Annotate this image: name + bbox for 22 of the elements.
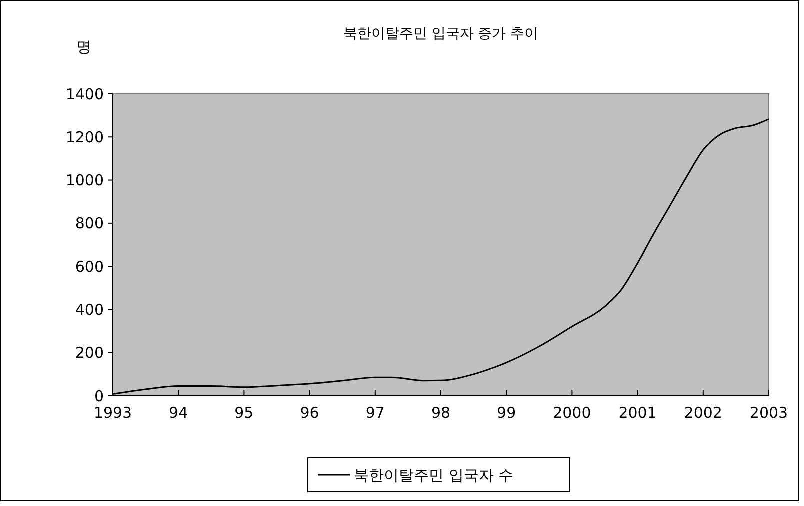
x-tick-label: 97 [366, 404, 385, 422]
x-tick-label: 99 [497, 404, 516, 422]
y-axis-title: 명 [76, 38, 92, 56]
legend-label: 북한이탈주민 입국자 수 [354, 466, 514, 484]
x-tick-label: 95 [234, 404, 254, 422]
y-tick-label: 0 [94, 387, 104, 406]
x-tick-label: 98 [431, 404, 451, 422]
x-tick-label: 2000 [553, 404, 592, 422]
y-tick-label: 1000 [66, 172, 104, 190]
y-tick-label: 800 [75, 214, 104, 233]
y-tick-label: 200 [75, 344, 104, 362]
y-tick-label: 1400 [66, 85, 104, 104]
y-tick-label: 400 [75, 300, 104, 319]
x-tick-label: 1993 [94, 404, 132, 422]
x-tick-label: 94 [169, 404, 188, 422]
x-tick-label: 96 [300, 404, 320, 422]
chart-title: 북한이탈주민 입국자 증가 추이 [343, 26, 539, 42]
x-tick-label: 2001 [618, 404, 657, 422]
x-tick-label: 2002 [684, 404, 722, 422]
x-tick-label: 2003 [750, 404, 788, 422]
y-tick-label: 600 [75, 258, 104, 276]
y-tick-label: 1200 [66, 128, 104, 146]
